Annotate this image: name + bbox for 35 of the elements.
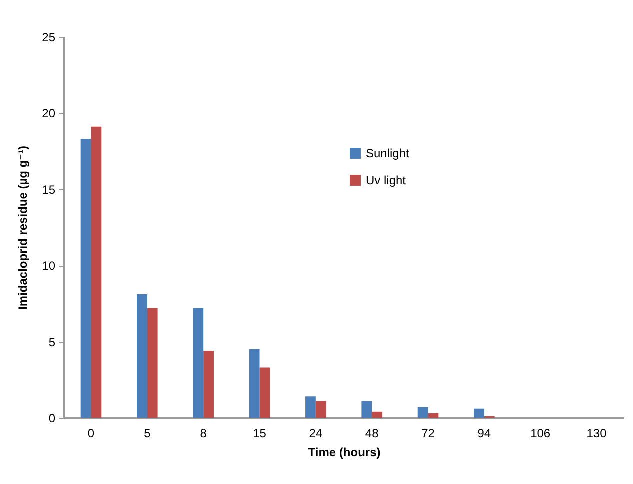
bar bbox=[306, 396, 316, 418]
legend-label: Sunlight bbox=[366, 146, 410, 160]
x-tick-label: 24 bbox=[309, 426, 323, 440]
y-tick-label: 5 bbox=[48, 335, 56, 350]
bar bbox=[316, 401, 326, 418]
bar bbox=[249, 349, 260, 418]
y-tick-label: 15 bbox=[42, 182, 56, 197]
x-tick-label: 5 bbox=[144, 426, 152, 440]
bar bbox=[260, 368, 270, 418]
bar bbox=[137, 294, 148, 418]
x-tick-label: 94 bbox=[478, 426, 492, 440]
y-tick-label: 0 bbox=[48, 412, 56, 426]
y-tick-label: 10 bbox=[42, 259, 56, 274]
bar bbox=[80, 139, 92, 418]
x-tick-label: 106 bbox=[530, 426, 551, 440]
x-tick-label: 0 bbox=[88, 426, 95, 440]
x-tick-label: 15 bbox=[253, 426, 267, 440]
bar bbox=[362, 401, 372, 418]
x-tick-label: 130 bbox=[586, 426, 608, 440]
bar bbox=[204, 350, 214, 418]
x-tick-label: 48 bbox=[365, 426, 380, 440]
bar bbox=[418, 407, 428, 418]
y-axis-title: Imidacloprid residue (µg g⁻¹) bbox=[16, 146, 30, 310]
legend-label: Uv light bbox=[366, 174, 407, 188]
bar bbox=[193, 308, 204, 418]
bar bbox=[428, 413, 439, 418]
y-tick-label: 20 bbox=[42, 106, 56, 121]
y-tick-label: 25 bbox=[42, 30, 56, 44]
bar bbox=[91, 126, 102, 418]
bar bbox=[372, 412, 382, 418]
x-tick-label: 8 bbox=[200, 426, 208, 440]
bar bbox=[474, 408, 484, 418]
bar bbox=[147, 308, 158, 418]
x-tick-label: 72 bbox=[422, 426, 436, 440]
x-axis-title: Time (hours) bbox=[308, 446, 381, 460]
